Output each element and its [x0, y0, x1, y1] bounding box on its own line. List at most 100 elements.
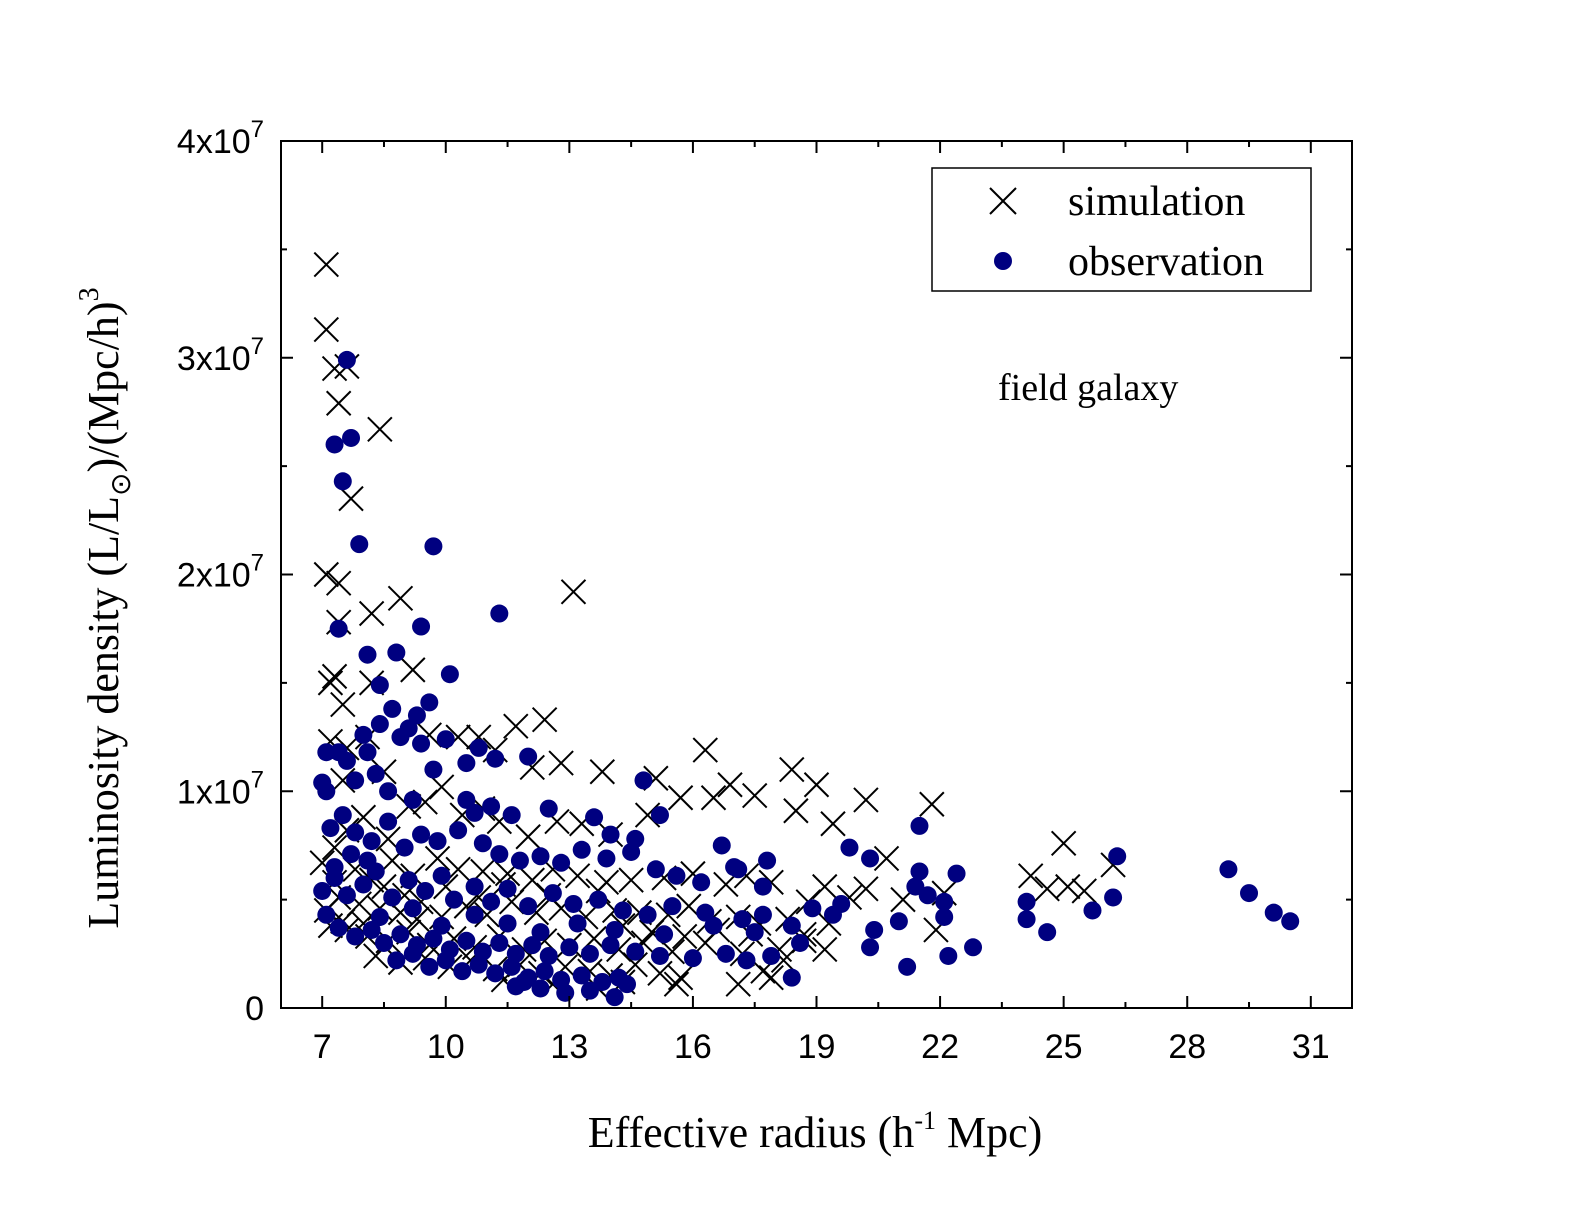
- simulation-point: [783, 798, 809, 824]
- observation-point: [663, 897, 682, 916]
- observation-point: [523, 936, 542, 955]
- observation-point: [486, 749, 505, 768]
- simulation-point: [325, 570, 352, 596]
- observation-point: [407, 706, 426, 725]
- observation-point: [416, 881, 435, 900]
- simulation-point: [919, 791, 945, 817]
- observation-point: [840, 838, 859, 857]
- observation-point: [354, 725, 373, 744]
- simulation-point: [560, 579, 587, 605]
- observation-point: [317, 782, 336, 801]
- observation-point: [399, 871, 418, 890]
- observation-point: [510, 851, 529, 870]
- observation-point: [683, 949, 702, 968]
- observation-point: [580, 981, 599, 1000]
- observation-point: [395, 838, 414, 857]
- observation-point: [733, 910, 752, 929]
- observation-point: [650, 946, 669, 965]
- observation-point: [758, 851, 777, 870]
- observation-point: [964, 938, 983, 957]
- y-tick-label: 2x107: [177, 550, 264, 595]
- simulation-point: [700, 785, 727, 811]
- legend-simulation-marker: [989, 187, 1017, 215]
- simulation-point: [663, 971, 690, 997]
- simulation-point: [717, 772, 743, 798]
- x-tick-label: 31: [1292, 1028, 1330, 1066]
- observation-point: [589, 890, 608, 909]
- observation-point: [370, 715, 389, 734]
- observation-point: [613, 901, 632, 920]
- observation-point: [313, 881, 332, 900]
- simulation-point: [853, 876, 879, 902]
- observation-point: [531, 847, 550, 866]
- observation-point: [436, 730, 455, 749]
- observation-point: [572, 966, 591, 985]
- simulation-point: [313, 251, 340, 278]
- observation-point: [383, 699, 402, 718]
- simulation-point: [873, 845, 900, 872]
- observation-point: [449, 821, 468, 840]
- observation-point: [1240, 884, 1259, 903]
- x-tick-label: 25: [1045, 1028, 1083, 1066]
- observation-point: [737, 951, 756, 970]
- y-tick-label: 3x107: [177, 333, 264, 378]
- observation-point: [440, 665, 459, 684]
- observation-point: [762, 946, 781, 965]
- observation-point: [412, 617, 431, 636]
- observation-point: [1017, 910, 1036, 929]
- simulation-point: [618, 867, 644, 893]
- observation-point: [515, 972, 534, 991]
- observation-point: [704, 916, 723, 935]
- observation-point: [453, 962, 472, 981]
- observation-point: [605, 988, 624, 1007]
- simulation-point: [1050, 830, 1077, 856]
- observation-point: [342, 428, 361, 447]
- simulation-point: [367, 416, 393, 442]
- observation-point: [782, 916, 801, 935]
- simulation-point: [647, 960, 673, 987]
- observation-point: [445, 890, 464, 909]
- observation-point: [420, 693, 439, 712]
- observation-point: [696, 903, 715, 922]
- observation-point: [346, 823, 365, 842]
- observation-point: [618, 975, 637, 994]
- observation-point: [560, 938, 579, 957]
- observation-point: [935, 907, 954, 926]
- simulation-point: [820, 811, 846, 837]
- observation-point: [1281, 912, 1300, 931]
- observation-point: [782, 968, 801, 987]
- simulation-point: [313, 561, 340, 588]
- simulation-point: [1055, 873, 1081, 900]
- observation-point: [469, 738, 488, 757]
- observation-point: [646, 860, 665, 879]
- observation-point: [482, 892, 501, 911]
- observation-point: [337, 350, 356, 369]
- observation-point: [333, 806, 352, 825]
- observation-point: [889, 912, 908, 931]
- observation-point: [1264, 903, 1283, 922]
- observation-point: [329, 918, 348, 937]
- observation-point: [539, 799, 558, 818]
- observation-point: [346, 771, 365, 790]
- observation-point: [399, 719, 418, 738]
- simulation-point: [531, 707, 558, 733]
- observation-point: [337, 886, 356, 905]
- observation-point: [918, 886, 937, 905]
- observation-point: [465, 877, 484, 896]
- x-tick-label: 28: [1168, 1028, 1206, 1066]
- simulation-point: [325, 390, 352, 416]
- observation-point: [473, 834, 492, 853]
- observation-point: [634, 771, 653, 790]
- observation-point: [1219, 860, 1238, 879]
- observation-point: [601, 936, 620, 955]
- observation-point: [626, 942, 645, 961]
- x-axis: 7 10 13 16 19 22 25 28 31: [313, 141, 1330, 1066]
- observation-point: [424, 929, 443, 948]
- observation-point: [502, 957, 521, 976]
- simulation-point: [338, 485, 364, 512]
- observation-point: [650, 806, 669, 825]
- observation-point: [428, 832, 447, 851]
- observation-point: [572, 840, 591, 859]
- y-axis: 0 1x107 2x107 3x107 4x107: [177, 116, 1352, 1028]
